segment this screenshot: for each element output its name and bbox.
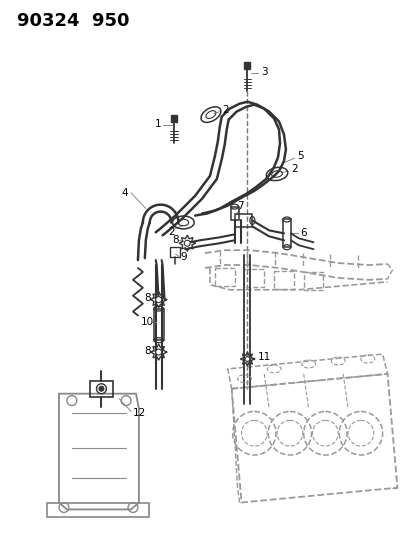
Ellipse shape — [96, 384, 106, 394]
Circle shape — [155, 297, 161, 303]
Text: 8: 8 — [143, 346, 150, 356]
Text: 4: 4 — [121, 188, 128, 198]
Text: 1: 1 — [154, 119, 161, 130]
Bar — [273, 271, 293, 289]
Bar — [89, 381, 113, 397]
Text: 2: 2 — [221, 104, 228, 115]
Circle shape — [244, 357, 249, 361]
Text: 90324  950: 90324 950 — [17, 12, 129, 30]
Bar — [171, 115, 177, 122]
Bar — [234, 214, 252, 228]
Text: 2: 2 — [168, 228, 175, 237]
Bar — [244, 270, 263, 287]
Bar — [214, 268, 234, 286]
Text: 3: 3 — [261, 67, 267, 77]
Text: 11: 11 — [257, 352, 270, 362]
Bar — [170, 247, 180, 257]
Text: 6: 6 — [300, 228, 306, 238]
Text: 7: 7 — [237, 200, 244, 211]
Text: 9: 9 — [180, 252, 187, 262]
Ellipse shape — [99, 386, 104, 391]
Text: 8: 8 — [143, 293, 150, 303]
Bar — [244, 62, 250, 69]
Circle shape — [155, 349, 161, 355]
Circle shape — [184, 240, 190, 246]
Bar — [282, 220, 290, 247]
Text: 10: 10 — [140, 318, 154, 327]
Text: 12: 12 — [133, 408, 146, 418]
Bar — [303, 272, 323, 290]
Text: 5: 5 — [296, 151, 303, 161]
Bar — [230, 207, 238, 221]
Bar — [153, 309, 163, 340]
Text: 8: 8 — [172, 235, 179, 245]
Text: 2: 2 — [290, 164, 297, 174]
